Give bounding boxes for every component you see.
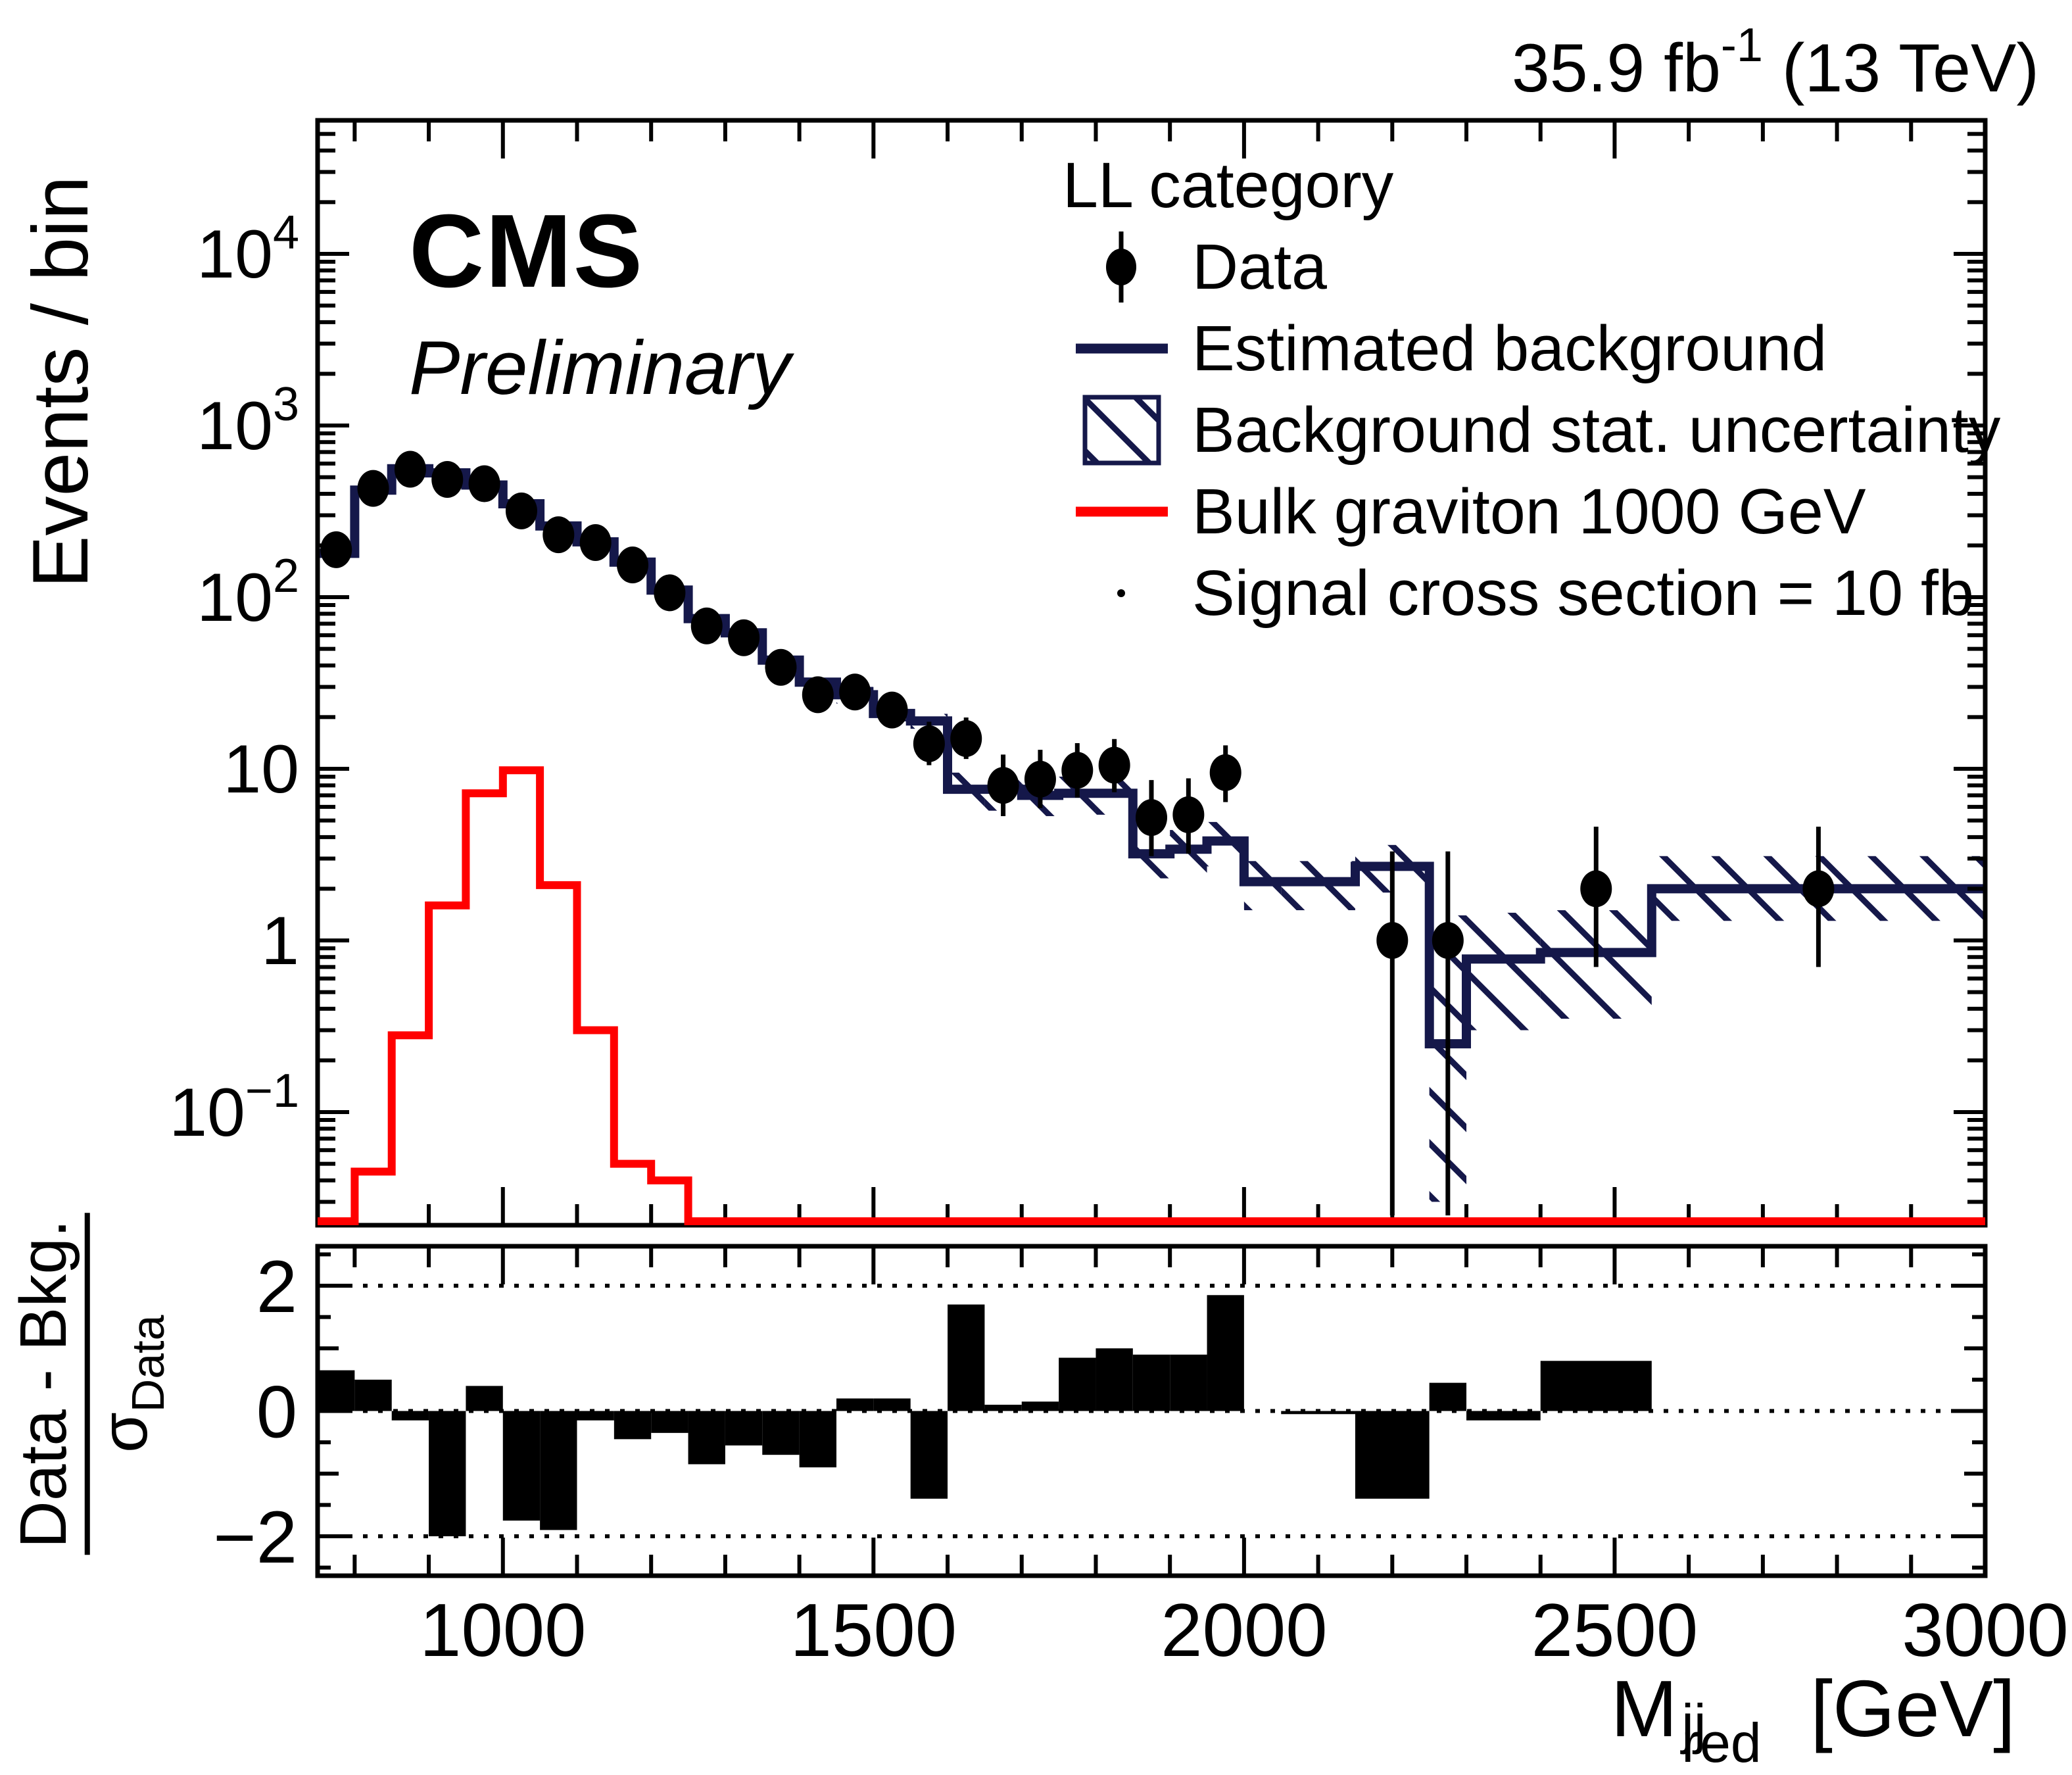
data-point-marker	[765, 648, 797, 686]
data-point-marker	[728, 619, 760, 656]
data-points	[320, 450, 1835, 1216]
data-point-marker	[431, 461, 464, 498]
data-point-marker	[542, 516, 575, 554]
pull-bar	[1059, 1357, 1096, 1411]
pull-bar	[1170, 1354, 1207, 1411]
main-y-tick-label: 10	[223, 731, 299, 808]
ratio-pull-bars	[318, 1295, 1652, 1536]
data-point-marker	[1432, 922, 1464, 959]
data-point-marker	[987, 767, 1019, 804]
x-tick-label: 2000	[1161, 1589, 1328, 1672]
pull-bar	[614, 1411, 652, 1440]
data-point-marker	[654, 574, 686, 612]
data-point-marker	[320, 531, 352, 568]
data-point-marker	[839, 673, 871, 711]
data-point-marker	[1172, 796, 1205, 833]
pull-bar	[984, 1404, 1022, 1411]
main-y-tick-label: 10−1	[169, 1065, 299, 1151]
data-point-marker	[394, 450, 426, 488]
data-point-marker	[1802, 870, 1835, 908]
pull-bar	[1466, 1411, 1541, 1421]
data-point-marker	[505, 492, 537, 529]
data-point-marker	[468, 465, 500, 502]
data-point-marker	[950, 720, 982, 758]
pull-bar	[502, 1411, 541, 1521]
data-point-marker	[1376, 922, 1409, 959]
pull-bar	[688, 1411, 725, 1465]
background-histogram	[318, 464, 1985, 1049]
pull-bar	[391, 1411, 429, 1421]
data-point-marker	[1136, 799, 1167, 837]
pull-bar	[466, 1386, 503, 1411]
pull-bar	[1355, 1411, 1430, 1499]
pull-bar	[651, 1411, 688, 1433]
pull-bar	[725, 1411, 763, 1446]
ratio-y-tick-label: 2	[256, 1246, 297, 1328]
pull-bar	[948, 1304, 985, 1411]
pull-bar	[540, 1411, 577, 1530]
pull-bar	[429, 1411, 466, 1536]
main-y-tick-label: 103	[197, 378, 299, 464]
data-point-marker	[1098, 746, 1130, 784]
data-point-marker	[913, 725, 945, 762]
signal-histogram	[318, 766, 1985, 1225]
pull-bar	[1281, 1411, 1355, 1415]
pull-bar	[1132, 1354, 1170, 1411]
x-tick-label: 3000	[1902, 1589, 2069, 1672]
data-point-marker	[579, 523, 612, 561]
pull-bar	[354, 1379, 392, 1411]
pull-bar	[799, 1411, 836, 1468]
data-point-marker	[876, 691, 908, 729]
main-y-tick-label: 102	[197, 550, 299, 636]
pull-bar	[1021, 1401, 1059, 1411]
x-tick-label: 2500	[1531, 1589, 1699, 1672]
x-tick-label: 1500	[790, 1589, 957, 1672]
data-point-marker	[1580, 870, 1612, 908]
x-tick-label: 1000	[420, 1589, 587, 1672]
axis-tick-labels: 10−1 1 10 102 103 104 2 0 −2 1000 1500 2000 2500 3000	[169, 207, 2069, 1672]
data-point-marker	[1061, 752, 1094, 789]
main-panel-frame	[315, 118, 1988, 1228]
pull-bar	[318, 1370, 355, 1411]
pull-bar	[1096, 1348, 1133, 1411]
main-y-tick-label: 1	[261, 903, 299, 979]
data-point-marker	[617, 547, 649, 584]
uncertainty-band-bin	[1466, 912, 1541, 1031]
data-point-marker	[1209, 754, 1241, 791]
ratio-y-tick-label: 0	[256, 1371, 297, 1453]
pull-bar	[873, 1398, 911, 1411]
pull-bar	[836, 1398, 874, 1411]
pull-bar	[762, 1411, 800, 1455]
ratio-y-tick-label: −2	[213, 1496, 297, 1578]
pull-bar	[1540, 1361, 1652, 1411]
data-point-marker	[1024, 760, 1056, 798]
pull-bar	[1207, 1295, 1244, 1411]
data-point-marker	[357, 470, 389, 507]
pull-bar	[1429, 1382, 1467, 1411]
pull-bar	[577, 1411, 614, 1421]
pull-bar	[910, 1411, 948, 1499]
main-y-tick-label: 104	[197, 207, 299, 293]
data-point-marker	[690, 607, 723, 644]
data-point-marker	[802, 676, 834, 714]
